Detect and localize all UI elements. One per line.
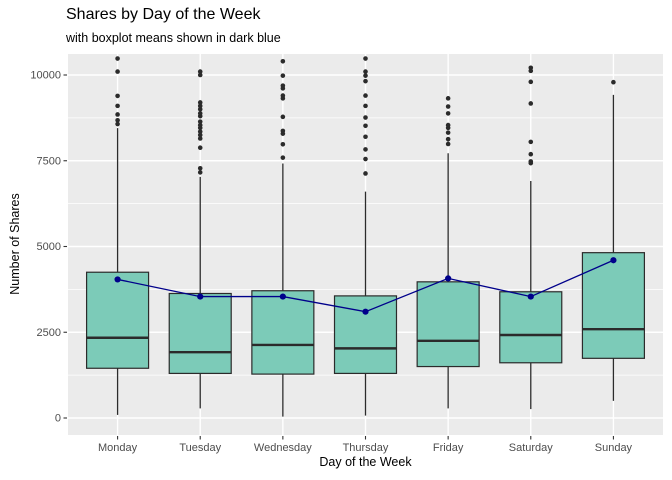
outlier-point-wednesday xyxy=(280,141,286,147)
outlier-point-friday xyxy=(445,136,451,142)
outlier-point-thursday xyxy=(363,156,368,162)
outlier-point-thursday xyxy=(363,134,368,140)
outlier-point-tuesday xyxy=(197,119,203,124)
outlier-point-saturday xyxy=(528,159,534,164)
outlier-point-monday xyxy=(115,93,120,99)
x-tick-label: Sunday xyxy=(595,442,633,454)
outlier-point-wednesday xyxy=(280,114,286,120)
box-sunday xyxy=(581,252,646,359)
outlier-point-saturday xyxy=(528,101,534,106)
outlier-point-friday xyxy=(445,122,451,128)
outlier-point-tuesday xyxy=(197,136,203,141)
x-tick-label: Wednesday xyxy=(254,442,312,454)
outlier-point-saturday xyxy=(528,151,534,157)
mean-point-tuesday xyxy=(197,293,204,300)
mean-point-saturday xyxy=(527,293,534,300)
x-axis-title: Day of the Week xyxy=(319,455,412,469)
box-tuesday xyxy=(168,292,232,375)
x-tick-label: Friday xyxy=(433,442,464,454)
outlier-point-thursday xyxy=(363,69,368,74)
outlier-point-friday xyxy=(445,96,451,101)
outlier-point-friday xyxy=(445,130,451,135)
outlier-point-tuesday xyxy=(197,170,203,175)
outlier-point-tuesday xyxy=(197,129,203,134)
outlier-point-tuesday xyxy=(197,132,203,138)
outlier-point-wednesday xyxy=(280,73,286,78)
outlier-point-monday xyxy=(115,56,120,61)
outlier-point-friday xyxy=(445,141,451,147)
x-tick-label: Thursday xyxy=(343,442,389,454)
outlier-point-wednesday xyxy=(280,93,286,98)
outlier-point-thursday xyxy=(363,73,368,78)
x-tick-label: Tuesday xyxy=(179,442,221,454)
outlier-point-thursday xyxy=(363,123,368,129)
y-tick-label: 7500 xyxy=(37,155,61,167)
y-tick-label: 5000 xyxy=(37,241,61,253)
outlier-point-tuesday xyxy=(197,122,203,128)
outlier-point-thursday xyxy=(363,78,368,84)
outlier-point-monday xyxy=(115,69,120,74)
outlier-point-tuesday xyxy=(197,145,203,151)
x-tick-label: Saturday xyxy=(509,442,554,454)
chart-title: Shares by Day of the Week xyxy=(66,6,261,23)
outlier-point-thursday xyxy=(363,147,368,152)
box-friday xyxy=(416,281,480,368)
outlier-point-tuesday xyxy=(197,69,203,74)
outlier-point-friday xyxy=(445,111,451,116)
outlier-point-tuesday xyxy=(197,111,203,116)
outlier-point-tuesday xyxy=(197,103,203,109)
mean-point-friday xyxy=(445,275,452,282)
x-tick-label: Monday xyxy=(98,442,138,454)
box-wednesday xyxy=(251,290,315,375)
outlier-point-saturday xyxy=(528,65,534,71)
outlier-point-sunday xyxy=(611,79,616,85)
outlier-point-friday xyxy=(445,104,451,109)
y-axis-title: Number of Shares xyxy=(8,193,22,295)
outlier-point-tuesday xyxy=(197,72,203,78)
chart-subtitle: with boxplot means shown in dark blue xyxy=(66,31,281,45)
outlier-point-thursday xyxy=(363,171,368,176)
outlier-point-thursday xyxy=(363,103,368,109)
outlier-point-wednesday xyxy=(280,83,286,88)
outlier-point-tuesday xyxy=(197,107,203,112)
mean-point-monday xyxy=(114,276,121,283)
outlier-point-monday xyxy=(115,121,120,127)
mean-point-sunday xyxy=(610,257,617,264)
outlier-point-tuesday xyxy=(197,100,203,105)
outlier-point-tuesday xyxy=(197,165,203,171)
outlier-point-thursday xyxy=(363,56,368,61)
outlier-point-wednesday xyxy=(280,58,286,64)
mean-point-wednesday xyxy=(279,293,286,300)
outlier-point-thursday xyxy=(363,115,368,120)
y-tick-label: 2500 xyxy=(37,327,61,339)
outlier-point-monday xyxy=(115,103,120,109)
outlier-point-thursday xyxy=(363,93,368,98)
outlier-point-wednesday xyxy=(280,155,286,160)
outlier-point-monday xyxy=(115,117,120,123)
outlier-point-wednesday xyxy=(280,128,286,134)
mean-point-thursday xyxy=(362,308,369,315)
y-tick-label: 10000 xyxy=(30,70,61,82)
outlier-point-monday xyxy=(115,112,120,117)
box-saturday xyxy=(499,291,563,364)
outlier-point-saturday xyxy=(528,79,534,85)
y-tick-label: 0 xyxy=(55,413,61,425)
box-monday xyxy=(85,271,150,369)
outlier-point-saturday xyxy=(528,139,534,145)
